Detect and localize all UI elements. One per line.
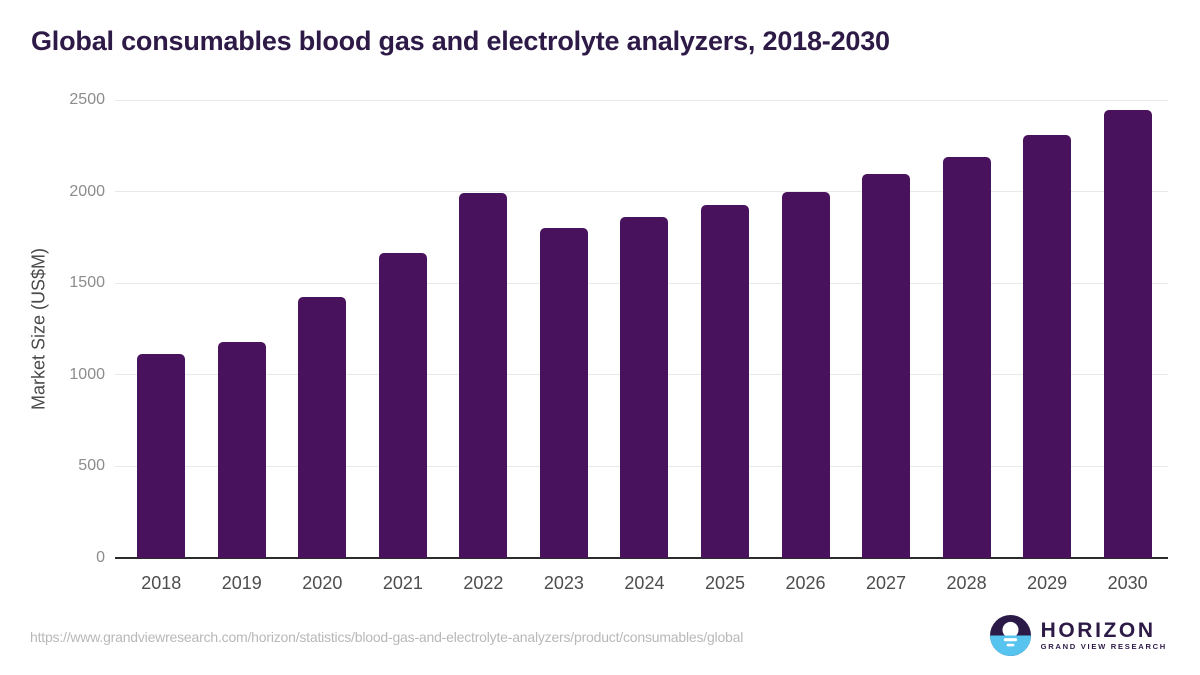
y-tick-label-2000: 2000 [69, 182, 105, 200]
x-tick-label-2024: 2024 [624, 573, 665, 593]
bar-2021[interactable] [378, 252, 427, 558]
bar-2024[interactable] [620, 217, 669, 558]
x-tick-label-2021: 2021 [382, 573, 423, 593]
bar-column-2022: 2022 [443, 100, 524, 593]
bar-2019[interactable] [217, 341, 266, 558]
bar-column-2020: 2020 [282, 100, 363, 593]
bar-column-2027: 2027 [846, 100, 927, 593]
x-axis-line [115, 557, 1168, 559]
x-tick-label-2022: 2022 [463, 573, 504, 593]
chart-title: Global consumables blood gas and electro… [31, 26, 890, 56]
bar-column-2024: 2024 [604, 100, 685, 593]
x-tick-label-2026: 2026 [785, 573, 826, 593]
y-tick-label-2500: 2500 [69, 91, 105, 108]
bar-column-2029: 2029 [1007, 100, 1088, 593]
bar-2018[interactable] [137, 353, 186, 558]
gridline-2500 [115, 99, 1168, 101]
y-tick-label-0: 0 [96, 549, 105, 566]
horizon-logo: HORIZON GRAND VIEW RESEARCH [989, 615, 1167, 656]
bar-2025[interactable] [700, 205, 749, 558]
x-tick-label-2025: 2025 [704, 573, 745, 593]
bar-column-2030: 2030 [1087, 100, 1168, 593]
horizon-logo-subtitle: GRAND VIEW RESEARCH [1040, 641, 1167, 651]
horizon-logo-icon [989, 615, 1031, 656]
bar-column-2025: 2025 [685, 100, 766, 593]
y-axis-tick-labels: 0 500 1000 1500 2000 2500 [28, 91, 105, 566]
bar-2027[interactable] [862, 174, 911, 558]
bar-column-2028: 2028 [926, 100, 1007, 593]
bar-column-2023: 2023 [524, 100, 605, 593]
bar-2026[interactable] [781, 191, 830, 558]
bar-2022[interactable] [459, 193, 508, 558]
bar-2029[interactable] [1023, 134, 1072, 558]
x-tick-label-2023: 2023 [543, 573, 584, 593]
bar-column-2019: 2019 [202, 100, 283, 593]
bar-2028[interactable] [942, 156, 991, 558]
bar-2023[interactable] [539, 228, 588, 558]
bar-column-2021: 2021 [363, 100, 444, 593]
bar-2030[interactable] [1103, 110, 1152, 558]
y-tick-label-1500: 1500 [69, 274, 105, 292]
x-tick-label-2030: 2030 [1107, 573, 1148, 593]
x-tick-label-2028: 2028 [946, 573, 987, 593]
x-tick-label-2029: 2029 [1027, 573, 1068, 593]
bar-column-2026: 2026 [765, 100, 846, 593]
source-url: https://www.grandviewresearch.com/horizo… [30, 629, 744, 645]
y-tick-label-1000: 1000 [69, 365, 105, 383]
bar-2020[interactable] [298, 296, 347, 558]
x-tick-label-2027: 2027 [866, 573, 907, 593]
x-tick-label-2019: 2019 [221, 573, 262, 593]
y-tick-label-500: 500 [78, 457, 105, 475]
horizon-logo-title: HORIZON [1040, 618, 1156, 642]
x-tick-label-2018: 2018 [141, 573, 182, 593]
bar-column-2018: 2018 [121, 100, 202, 593]
x-tick-label-2020: 2020 [302, 573, 343, 593]
gridline-2000 [115, 191, 1168, 193]
bar-series: 2018 2019 2020 2021 2022 2023 2024 2025 2026 2027… [121, 100, 1168, 593]
horizon-logo-text: HORIZON GRAND VIEW RESEARCH [1040, 618, 1167, 652]
